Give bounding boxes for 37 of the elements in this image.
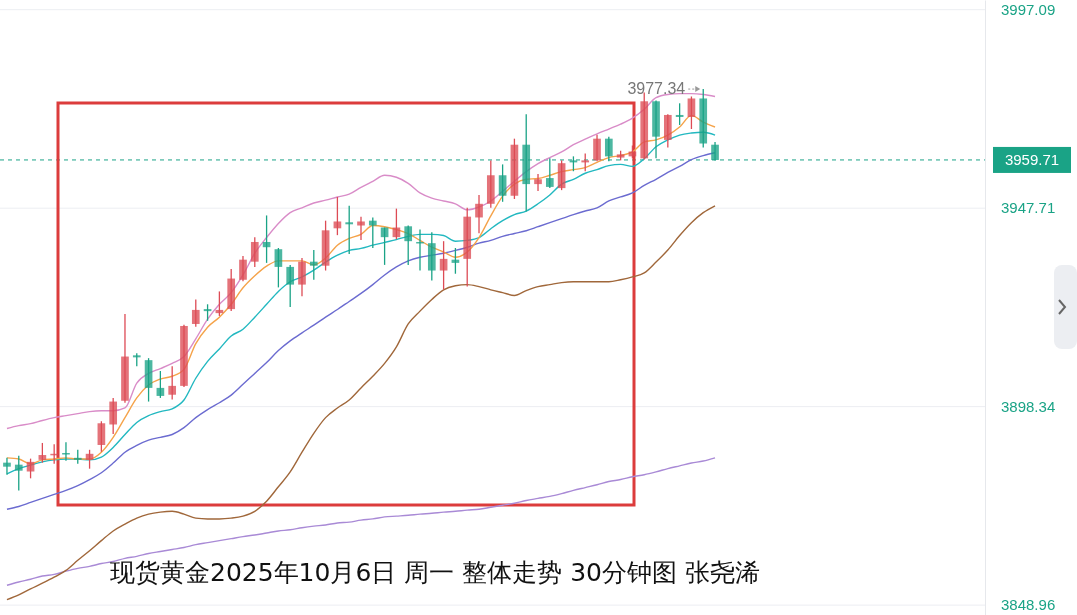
- candlestick: [62, 441, 70, 462]
- ref-line-label: 3959.71: [1004, 151, 1060, 169]
- candlestick: [274, 247, 283, 289]
- candlestick: [286, 264, 295, 308]
- candlestick: [593, 134, 601, 162]
- y-tick-label: 3947.71: [1001, 199, 1056, 217]
- text: 现货黄金2025年10月6日 周一 整体走势 30分钟图 张尧浠: [110, 558, 760, 587]
- candlestick: [439, 240, 448, 291]
- candlestick: [85, 449, 94, 470]
- candlestick: [3, 457, 11, 476]
- line-series: [6, 92, 716, 430]
- candlestick: [26, 457, 35, 479]
- candlestick: [345, 205, 354, 255]
- candlestick: [475, 194, 483, 234]
- candlestick: [109, 397, 118, 435]
- candlestick: [97, 420, 106, 453]
- y-tick-label: 3997.09: [1001, 0, 1056, 18]
- candlestick: [675, 102, 684, 126]
- candlestick: [498, 163, 507, 203]
- candlestick: [239, 255, 247, 283]
- candlestick: [191, 298, 200, 328]
- candlestick: [156, 370, 165, 399]
- candlestick: [534, 173, 542, 192]
- annotation: 3977.34: [627, 79, 686, 97]
- candlestick: [404, 224, 413, 266]
- candlestick: [357, 216, 365, 241]
- candlestick: [250, 236, 259, 268]
- candlestick: [14, 455, 23, 492]
- candlestick: [687, 95, 696, 130]
- candlestick: [309, 249, 318, 281]
- y-tick-label: 3898.34: [1001, 397, 1056, 415]
- candlestick: [368, 216, 377, 249]
- candlestick: [38, 442, 47, 464]
- candlestick: [298, 257, 306, 297]
- y-tick-label: 3848.96: [1001, 596, 1056, 614]
- candlestick: [168, 365, 177, 401]
- candlestick: [333, 196, 342, 236]
